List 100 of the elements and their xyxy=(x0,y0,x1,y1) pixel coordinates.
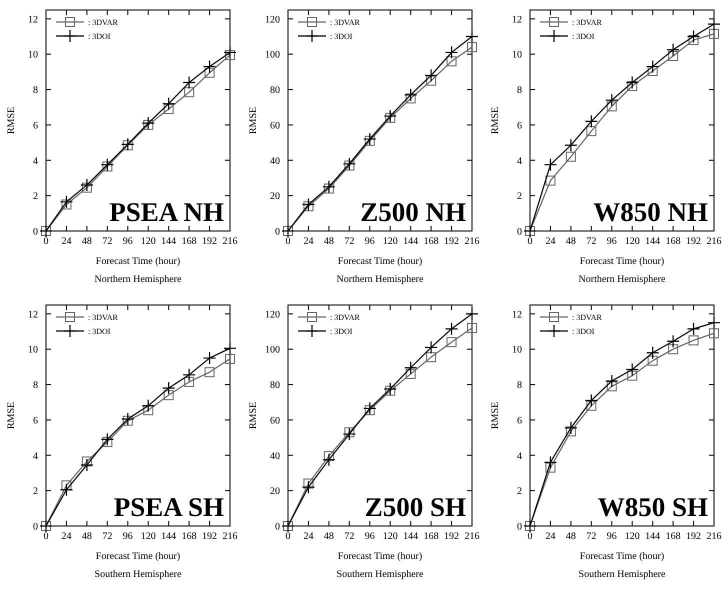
point xyxy=(688,335,699,346)
point xyxy=(424,340,438,354)
point xyxy=(606,381,617,392)
x-tick-label: 168 xyxy=(666,236,681,247)
point xyxy=(686,322,700,336)
point xyxy=(60,195,74,208)
point xyxy=(444,322,458,336)
x-tick-label: 0 xyxy=(286,531,290,542)
point xyxy=(164,390,174,400)
point xyxy=(465,307,479,320)
point xyxy=(404,361,418,374)
point xyxy=(707,316,721,330)
point xyxy=(544,158,558,172)
point xyxy=(322,453,336,466)
text: Southern Hemisphere xyxy=(94,569,182,580)
legend-label: : 3DOI xyxy=(88,32,111,41)
legend-label: : 3DOI xyxy=(572,32,595,41)
point xyxy=(344,427,354,438)
point xyxy=(709,28,719,39)
x-tick-label: 120 xyxy=(140,236,156,247)
x-tick-label: 216 xyxy=(706,531,722,542)
point xyxy=(564,421,578,434)
legend-label: : 3DOI xyxy=(330,32,353,41)
x-tick-label: 192 xyxy=(444,236,460,247)
y-tick-label: 8 xyxy=(517,380,522,392)
x-tick-label: 144 xyxy=(645,236,660,247)
y-tick-label: 60 xyxy=(270,415,280,426)
y-tick-label: 2 xyxy=(33,191,38,202)
point xyxy=(564,138,578,152)
legend-label: : 3DOI xyxy=(88,326,111,336)
point xyxy=(626,362,639,376)
text: Northern Hemisphere xyxy=(94,274,182,285)
point xyxy=(385,112,396,123)
legend-label: : 3DVAR xyxy=(572,18,603,27)
x-tick-label: 144 xyxy=(161,236,176,247)
y-tick-label: 0 xyxy=(275,522,280,532)
y-tick-label: 0 xyxy=(33,522,38,532)
x-tick-label: 216 xyxy=(464,531,480,542)
point xyxy=(142,116,155,130)
point xyxy=(184,376,194,387)
x-tick-label: 144 xyxy=(645,531,660,542)
text: PSEA SH xyxy=(114,492,224,522)
point xyxy=(707,18,721,31)
x-tick-label: 168 xyxy=(424,236,439,247)
point xyxy=(100,432,114,446)
point xyxy=(204,68,215,78)
legend-label: : 3DOI xyxy=(330,326,353,336)
point xyxy=(384,382,397,396)
point xyxy=(225,50,235,60)
point xyxy=(100,158,114,172)
x-tick-label: 24 xyxy=(303,531,314,542)
legend-label: : 3DVAR xyxy=(88,312,119,322)
point xyxy=(446,337,457,348)
y-tick-label: 6 xyxy=(517,120,522,132)
text: Southern Hemisphere xyxy=(578,569,666,580)
point xyxy=(586,400,596,411)
x-axis-title: Forecast Time (hour) xyxy=(96,551,180,562)
point xyxy=(102,437,112,448)
x-tick-label: 24 xyxy=(545,531,556,542)
y-axis-title: RMSE xyxy=(6,402,17,430)
point xyxy=(648,356,658,366)
x-axis-title: Forecast Time (hour) xyxy=(338,256,422,267)
point xyxy=(626,76,639,90)
y-tick-label: 2 xyxy=(517,191,522,202)
point xyxy=(182,76,196,90)
y-tick-label: 10 xyxy=(512,344,522,356)
x-tick-label: 144 xyxy=(403,236,418,247)
point xyxy=(182,368,196,382)
x-tick-label: 96 xyxy=(364,531,375,542)
text: W850 NH xyxy=(593,197,708,227)
x-tick-label: 72 xyxy=(102,236,112,247)
x-tick-label: 192 xyxy=(686,236,702,247)
x-tick-label: 72 xyxy=(344,236,354,247)
point xyxy=(82,456,92,466)
y-tick-label: 8 xyxy=(517,85,522,96)
point xyxy=(122,416,133,426)
point xyxy=(668,50,678,61)
point xyxy=(465,30,479,44)
y-tick-label: 10 xyxy=(28,344,38,356)
x-tick-label: 192 xyxy=(202,531,218,542)
point xyxy=(303,201,314,212)
x-tick-label: 0 xyxy=(528,531,532,542)
point xyxy=(223,46,237,60)
point xyxy=(82,182,92,193)
x-tick-label: 24 xyxy=(61,236,72,247)
x-tick-label: 168 xyxy=(424,531,439,542)
x-tick-label: 96 xyxy=(606,531,617,542)
point xyxy=(666,43,680,56)
point xyxy=(80,458,94,472)
point xyxy=(406,93,416,104)
x-tick-label: 168 xyxy=(182,531,197,542)
x-axis-title: Forecast Time (hour) xyxy=(580,551,664,562)
legend-label: : 3DVAR xyxy=(330,18,361,27)
point xyxy=(342,157,356,170)
point xyxy=(142,399,155,412)
x-tick-label: 168 xyxy=(182,236,197,247)
point xyxy=(446,56,457,66)
point xyxy=(143,120,154,130)
y-tick-label: 80 xyxy=(270,85,280,96)
text: W850 SH xyxy=(598,492,708,522)
